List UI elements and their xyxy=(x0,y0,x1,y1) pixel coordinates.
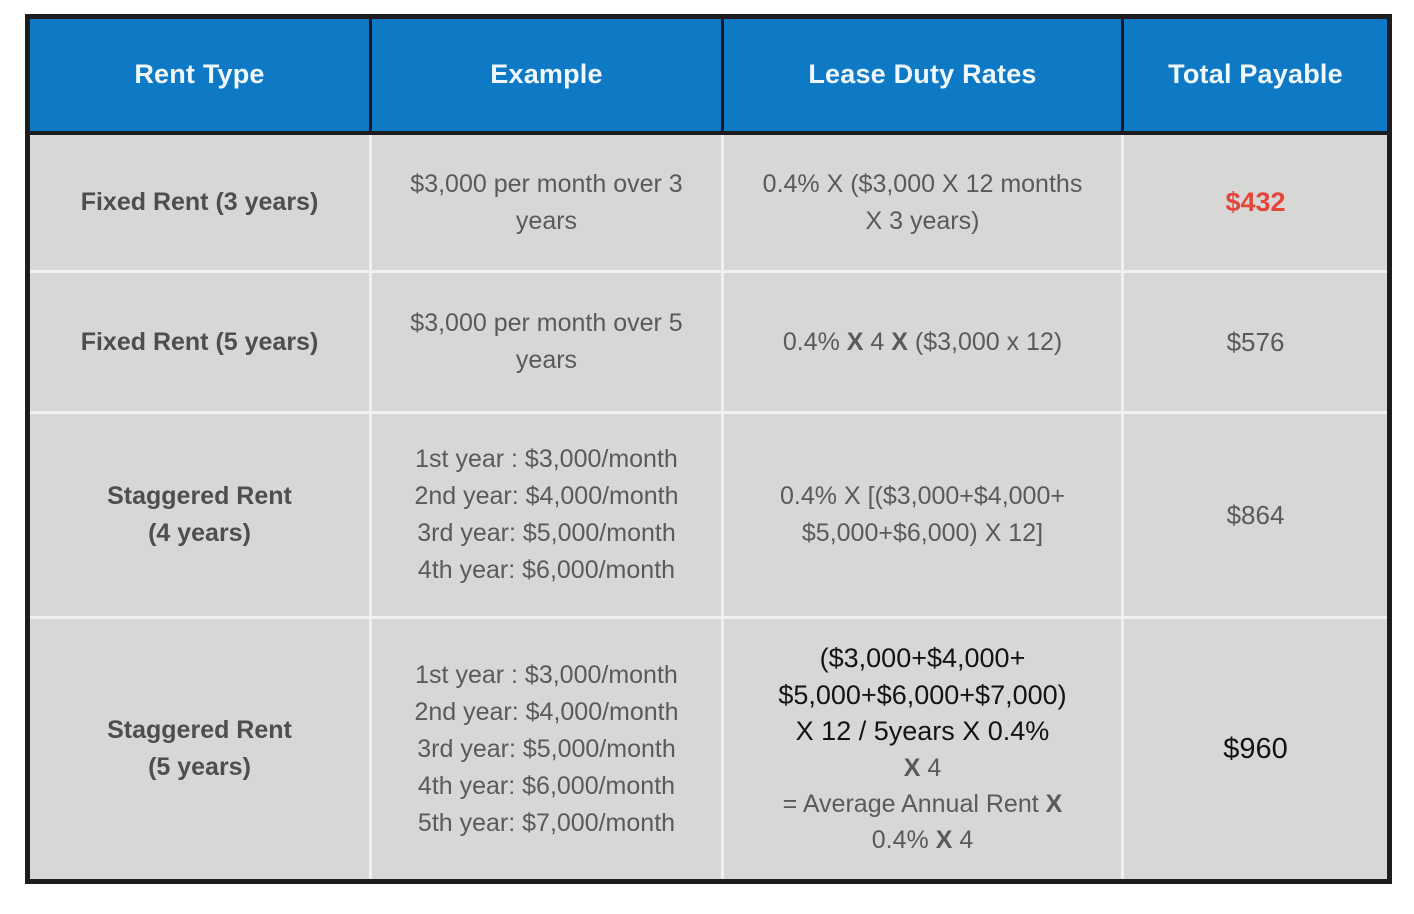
table-row-staggered-rent-5-years: Staggered Rent (5 years) 1st year : $3,0… xyxy=(30,619,1387,879)
cell-lease-duty-rate: 0.4% X 4 X ($3,000 x 12) xyxy=(721,273,1121,411)
rate-formula-line-rate: 0.4% X 4 xyxy=(871,826,974,855)
cell-rent-type: Fixed Rent (5 years) xyxy=(80,327,319,356)
cell-example: 1st year : $3,000/month 2nd year: $4,000… xyxy=(369,619,721,879)
header-label-total-payable: Total Payable xyxy=(1168,59,1343,90)
cell-lease-duty-rate: 0.4% X [($3,000+$4,000+ $5,000+$6,000) X… xyxy=(721,414,1121,616)
header-cell-example: Example xyxy=(369,19,721,131)
header-cell-rent-type: Rent Type xyxy=(30,19,369,131)
cell-example: $3,000 per month over 3 years xyxy=(369,135,721,270)
rate-formula-line-average: = Average Annual Rent X xyxy=(782,790,1063,819)
total-payable-value: $960 xyxy=(1223,732,1288,765)
cell-example: $3,000 per month over 5 years xyxy=(369,273,721,411)
header-cell-lease-duty-rates: Lease Duty Rates xyxy=(721,19,1121,131)
cell-total-payable: $576 xyxy=(1121,273,1387,411)
rate-formula-line-x4: X 4 xyxy=(903,754,942,783)
header-label-lease-duty-rates: Lease Duty Rates xyxy=(808,59,1037,90)
cell-rent-type: Fixed Rent (3 years) xyxy=(80,188,319,216)
header-label-rent-type: Rent Type xyxy=(134,59,265,90)
table-header-row: Rent Type Example Lease Duty Rates Total… xyxy=(30,19,1387,135)
total-payable-value: $576 xyxy=(1226,326,1285,357)
total-payable-value: $864 xyxy=(1226,499,1285,530)
rate-formula-black: ($3,000+$4,000+ $5,000+$6,000+$7,000) X … xyxy=(778,642,1067,747)
cell-total-payable: $960 xyxy=(1121,619,1387,879)
total-payable-value-highlighted: $432 xyxy=(1225,186,1286,217)
header-label-example: Example xyxy=(490,59,603,90)
table-row-fixed-rent-3-years: Fixed Rent (3 years) $3,000 per month ov… xyxy=(30,135,1387,273)
cell-lease-duty-rate: 0.4% X ($3,000 X 12 months X 3 years) xyxy=(721,135,1121,270)
rate-formula: 0.4% X 4 X ($3,000 x 12) xyxy=(782,327,1063,356)
cell-total-payable: $864 xyxy=(1121,414,1387,616)
cell-total-payable: $432 xyxy=(1121,135,1387,270)
cell-rent-type: Staggered Rent (4 years) xyxy=(107,482,292,547)
table-row-staggered-rent-4-years: Staggered Rent (4 years) 1st year : $3,0… xyxy=(30,414,1387,619)
table-row-fixed-rent-5-years: Fixed Rent (5 years) $3,000 per month ov… xyxy=(30,273,1387,414)
cell-lease-duty-rate: ($3,000+$4,000+ $5,000+$6,000+$7,000) X … xyxy=(721,619,1121,879)
lease-duty-table: Rent Type Example Lease Duty Rates Total… xyxy=(25,14,1392,884)
cell-example: 1st year : $3,000/month 2nd year: $4,000… xyxy=(369,414,721,616)
header-cell-total-payable: Total Payable xyxy=(1121,19,1387,131)
cell-rent-type: Staggered Rent (5 years) xyxy=(107,716,292,781)
